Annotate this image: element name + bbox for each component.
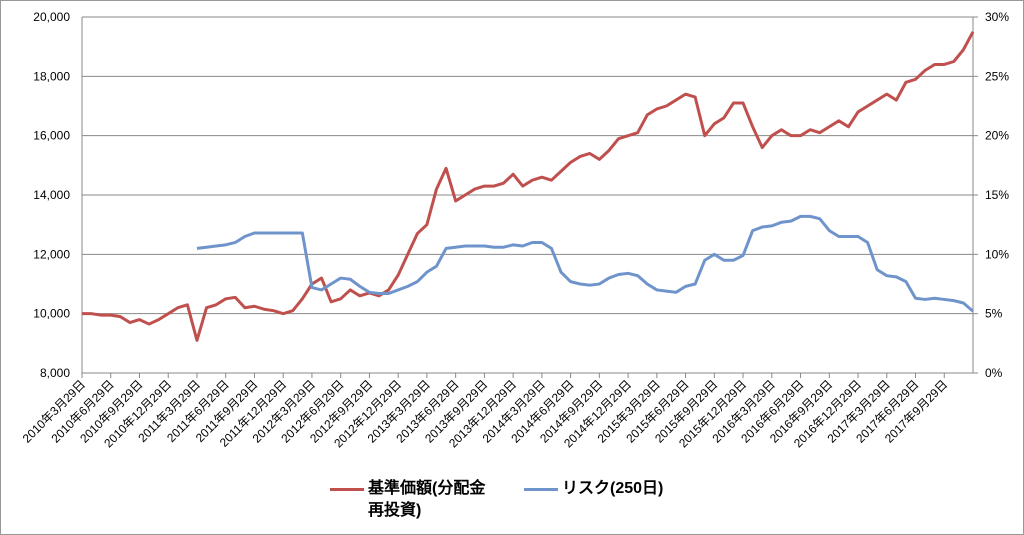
legend-item: リスク(250日) [524, 478, 692, 522]
legend-item: 基準価額(分配金再投資) [330, 478, 498, 522]
y-tick-label: 8,000 [40, 366, 70, 380]
y-tick-label: 14,000 [33, 188, 70, 202]
y2-tick-label: 10% [985, 247, 1009, 261]
y2-tick-label: 15% [985, 188, 1009, 202]
legend-label: リスク(250日) [562, 480, 664, 497]
y-tick-label: 12,000 [33, 247, 70, 261]
y2-tick-label: 20% [985, 129, 1009, 143]
legend-label: 基準価額(分配金再投資) [368, 480, 486, 519]
legend-swatch [524, 488, 558, 491]
series-line [196, 214, 974, 313]
y2-tick-label: 30% [985, 10, 1009, 24]
y2-tick-label: 25% [985, 69, 1009, 83]
y-tick-label: 10,000 [33, 307, 70, 321]
series-line [82, 31, 975, 342]
legend-swatch [330, 488, 364, 491]
y-tick-label: 20,000 [33, 10, 70, 24]
y2-tick-label: 0% [985, 366, 1003, 380]
legend: 基準価額(分配金再投資) リスク(250日) [330, 478, 692, 522]
y-tick-label: 18,000 [33, 69, 70, 83]
y2-tick-label: 5% [985, 307, 1003, 321]
y-tick-label: 16,000 [33, 129, 70, 143]
